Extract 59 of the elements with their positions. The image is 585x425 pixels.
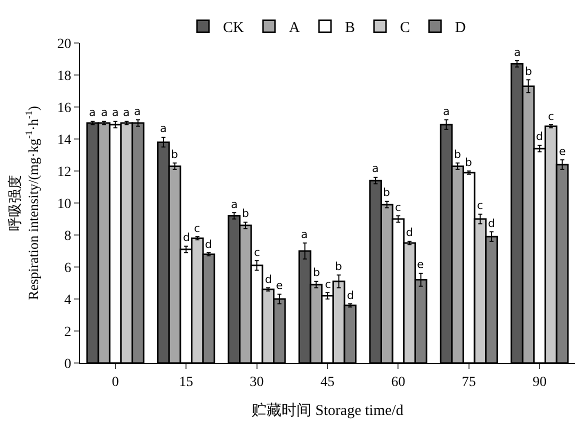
data-label: d (205, 238, 212, 251)
data-label: e (559, 145, 566, 158)
x-tick-label: 30 (250, 374, 264, 390)
data-label: a (123, 106, 130, 119)
legend-label: A (289, 20, 300, 36)
legend-label: D (455, 20, 466, 36)
legend-label: CK (223, 20, 244, 36)
data-label: b (171, 148, 178, 161)
y-tick-label: 2 (64, 324, 72, 340)
data-label: a (372, 162, 379, 175)
x-tick-label: 90 (532, 374, 547, 390)
data-label: c (254, 246, 260, 259)
data-label: d (406, 226, 413, 239)
data-label: a (101, 106, 108, 119)
y-tick-label: 10 (57, 196, 72, 212)
y-tick-label: 0 (64, 356, 72, 372)
x-axis-title: 贮藏时间 Storage time/d (252, 402, 404, 419)
data-label: d (536, 130, 543, 143)
data-label: d (265, 273, 272, 286)
y-tick-label: 16 (57, 100, 72, 116)
data-label: a (301, 228, 308, 241)
data-label: c (548, 110, 554, 123)
data-label: b (242, 207, 249, 220)
data-label: d (347, 289, 354, 302)
data-label: c (194, 222, 200, 235)
data-label: a (89, 106, 96, 119)
data-label: b (313, 266, 320, 279)
data-label: c (477, 199, 484, 212)
data-label: a (160, 122, 167, 135)
data-label: a (134, 105, 141, 118)
data-label: b (454, 148, 461, 161)
y-tick-label: 6 (64, 260, 72, 276)
x-tick-label: 45 (320, 374, 334, 390)
data-label: d (488, 217, 495, 230)
data-label: c (325, 278, 332, 291)
data-label: a (231, 198, 238, 211)
x-tick-label: 15 (179, 374, 194, 390)
data-label: b (525, 65, 532, 78)
data-label: b (383, 186, 390, 199)
x-tick-label: 75 (462, 374, 476, 390)
data-label: d (183, 231, 190, 244)
data-label: a (443, 105, 450, 118)
y-tick-label: 8 (64, 228, 72, 244)
data-label: a (514, 46, 521, 59)
y-tick-label: 20 (57, 36, 72, 52)
data-label: e (276, 279, 283, 292)
data-label: a (112, 106, 119, 119)
data-label: b (335, 260, 342, 273)
data-label: c (395, 201, 402, 214)
x-tick-label: 60 (391, 374, 406, 390)
y-tick-label: 4 (64, 292, 72, 308)
legend-label: B (345, 20, 356, 36)
legend-label: C (400, 20, 410, 36)
y-tick-label: 18 (57, 68, 72, 84)
data-label: b (465, 156, 472, 169)
x-tick-label: 0 (112, 374, 119, 390)
y-tick-label: 14 (57, 132, 72, 148)
y-tick-label: 12 (57, 164, 72, 180)
data-label: e (417, 258, 424, 271)
